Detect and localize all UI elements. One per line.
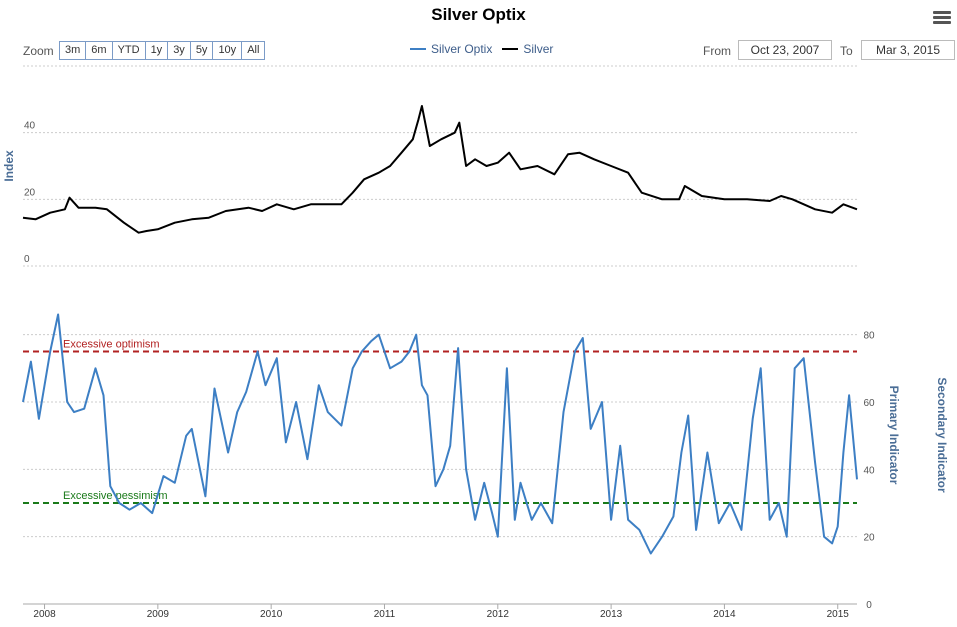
bottom-y-tick-label: 40 bbox=[863, 465, 875, 476]
y-axis-title-index: Index bbox=[2, 150, 16, 182]
to-date-input[interactable]: Mar 3, 2015 bbox=[861, 40, 955, 60]
x-tick-label: 2012 bbox=[487, 609, 510, 620]
x-axis: 2008 2009 2010 2011 2012 2013 2014 2015 bbox=[23, 603, 857, 620]
threshold-label: Excessive optimism bbox=[63, 339, 160, 351]
top-y-tick-label: 20 bbox=[24, 187, 36, 198]
zoom-button-3y[interactable]: 3y bbox=[167, 41, 191, 60]
zoom-button-ytd[interactable]: YTD bbox=[111, 41, 146, 60]
x-tick-label: 2014 bbox=[713, 609, 736, 620]
bottom-panel-grid: 0 20 40 60 80 bbox=[23, 331, 875, 611]
legend: Silver Optix Silver bbox=[410, 42, 563, 56]
zoom-button-group: 3m 6m YTD 1y 3y 5y 10y All bbox=[59, 41, 266, 60]
y-axis-title-primary: Primary Indicator bbox=[887, 386, 901, 485]
x-tick-label: 2008 bbox=[33, 609, 56, 620]
legend-swatch-silver-optix bbox=[410, 48, 426, 50]
top-panel-grid: 0 20 40 bbox=[23, 65, 857, 267]
zoom-button-all[interactable]: All bbox=[241, 41, 266, 60]
legend-swatch-silver bbox=[502, 48, 519, 50]
top-y-tick-label: 40 bbox=[24, 121, 36, 132]
y-axis-title-secondary: Secondary Indicator bbox=[935, 377, 949, 493]
legend-item-silver[interactable]: Silver bbox=[502, 42, 553, 56]
x-tick-label: 2015 bbox=[827, 609, 850, 620]
hamburger-menu-icon[interactable] bbox=[933, 11, 951, 25]
bottom-y-tick-label: 0 bbox=[866, 600, 872, 611]
to-label: To bbox=[840, 44, 853, 58]
x-tick-label: 2009 bbox=[147, 609, 170, 620]
legend-label-silver-optix: Silver Optix bbox=[431, 42, 493, 56]
chart-title: Silver Optix bbox=[431, 5, 526, 24]
bottom-y-tick-label: 80 bbox=[863, 331, 875, 342]
zoom-label: Zoom bbox=[23, 44, 54, 58]
from-date-input[interactable]: Oct 23, 2007 bbox=[738, 40, 832, 60]
top-y-tick-label: 0 bbox=[24, 254, 30, 265]
x-tick-label: 2013 bbox=[600, 609, 623, 620]
zoom-button-3m[interactable]: 3m bbox=[59, 41, 87, 60]
x-tick-label: 2011 bbox=[374, 609, 396, 620]
bottom-y-tick-label: 60 bbox=[863, 398, 875, 409]
legend-item-silver-optix[interactable]: Silver Optix bbox=[410, 42, 492, 56]
bottom-y-tick-label: 20 bbox=[863, 533, 875, 544]
from-label: From bbox=[703, 44, 731, 58]
silver-price-line bbox=[22, 105, 858, 234]
silver-optix-line bbox=[22, 313, 858, 555]
series-lines bbox=[22, 105, 858, 555]
legend-label-silver: Silver bbox=[523, 42, 554, 56]
x-tick-label: 2010 bbox=[260, 609, 283, 620]
